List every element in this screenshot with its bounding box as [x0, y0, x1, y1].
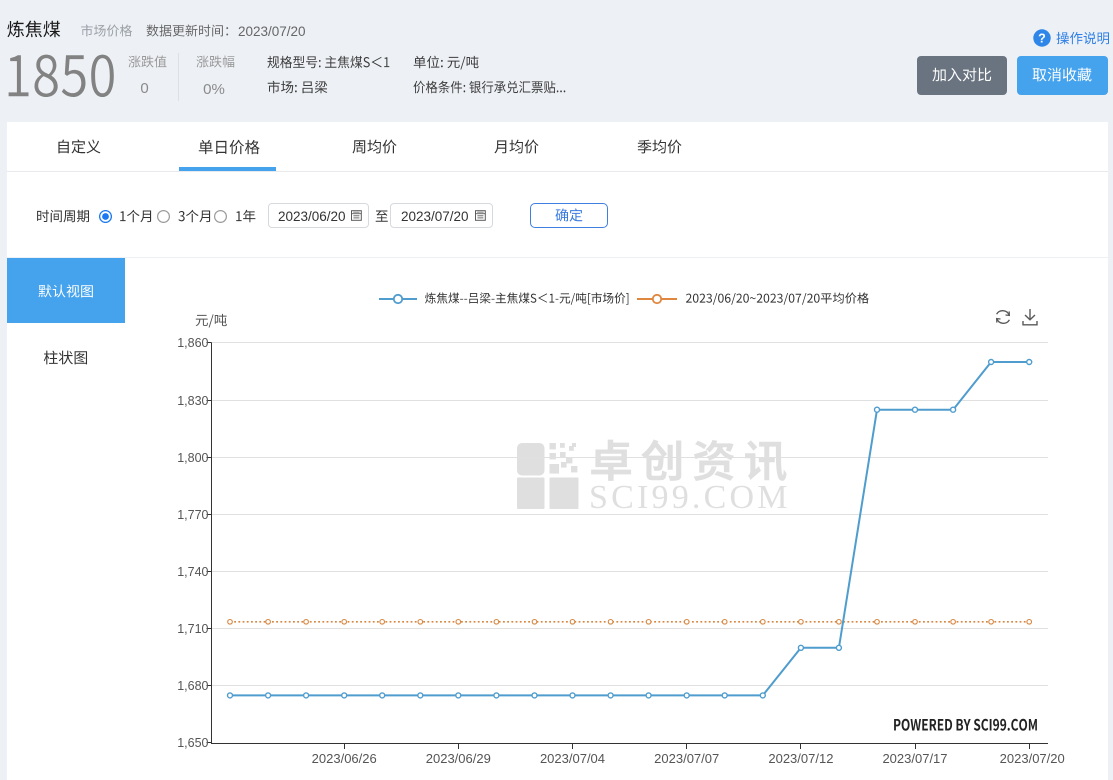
- svg-text:2023/06/29: 2023/06/29: [426, 751, 491, 766]
- svg-text:1,860: 1,860: [177, 336, 208, 350]
- svg-text:2023/07/12: 2023/07/12: [768, 751, 833, 766]
- svg-text:?: ?: [1038, 31, 1046, 45]
- svg-text:2023/06/26: 2023/06/26: [312, 751, 377, 766]
- svg-text:1,740: 1,740: [177, 565, 208, 579]
- svg-text:1,710: 1,710: [177, 622, 208, 636]
- svg-text:2023/07/04: 2023/07/04: [540, 751, 605, 766]
- svg-text:2023/07/07: 2023/07/07: [654, 751, 719, 766]
- svg-text:SCI99.COM: SCI99.COM: [589, 479, 791, 516]
- svg-text:2023/07/20: 2023/07/20: [1000, 751, 1065, 766]
- svg-text:1,680: 1,680: [177, 679, 208, 693]
- svg-text:1,650: 1,650: [177, 736, 208, 750]
- svg-text:1,800: 1,800: [177, 451, 208, 465]
- svg-text:1,770: 1,770: [177, 508, 208, 522]
- svg-text:2023/07/17: 2023/07/17: [882, 751, 947, 766]
- svg-text:1,830: 1,830: [177, 394, 208, 408]
